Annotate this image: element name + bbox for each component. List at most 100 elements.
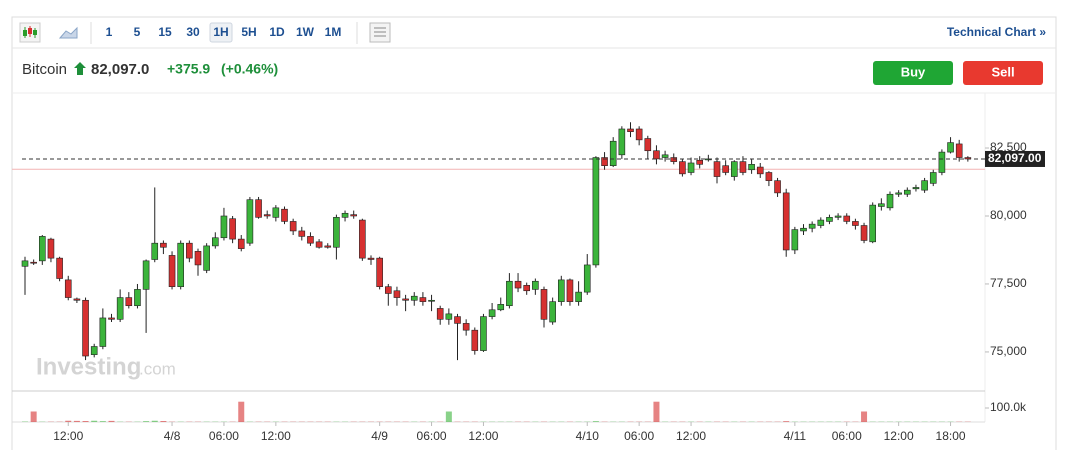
volume-tick-label: 100.0k	[990, 400, 1027, 414]
candle-body	[273, 208, 279, 218]
timeframe[interactable]: 1D	[269, 25, 285, 39]
candle-body	[169, 255, 175, 286]
candle-body	[541, 289, 547, 319]
volume-bar	[74, 421, 80, 422]
x-tick-label: 12:00	[261, 429, 291, 443]
candle-body	[91, 346, 97, 354]
change: +375.9	[167, 61, 210, 77]
table-icon[interactable]	[370, 23, 390, 42]
candle-icon[interactable]	[20, 23, 40, 42]
candle-body	[212, 238, 218, 246]
candle-body	[57, 258, 63, 278]
volume-bar	[31, 412, 37, 423]
candle-body	[307, 236, 313, 243]
candle-body	[662, 155, 668, 158]
candle-body	[472, 330, 478, 350]
candle-body	[904, 190, 910, 194]
candle-body	[480, 317, 486, 351]
timeframe[interactable]: 1	[106, 25, 113, 39]
timeframe[interactable]: 1W	[296, 25, 315, 39]
last-price-label: 82,097.00	[988, 151, 1042, 165]
candle-body	[455, 317, 461, 324]
candle-body	[282, 209, 288, 221]
sell-label[interactable]: Sell	[991, 64, 1014, 79]
candle-body	[299, 231, 305, 236]
timeframe[interactable]: 15	[158, 25, 172, 39]
candle-body	[256, 200, 262, 218]
candle-body	[134, 289, 140, 305]
x-tick-label: 06:00	[417, 429, 447, 443]
candle-body	[498, 304, 504, 309]
x-tick-label: 4/11	[784, 429, 807, 443]
candle-body	[65, 280, 71, 298]
timeframe[interactable]: 5	[134, 25, 141, 39]
candle-body	[109, 318, 115, 319]
x-tick-label: 12:00	[676, 429, 706, 443]
candle-body	[143, 261, 149, 290]
candle-body	[446, 314, 452, 319]
candle-body	[861, 226, 867, 241]
candle-body	[325, 246, 331, 247]
candle-body	[117, 298, 123, 320]
candle-body	[403, 299, 409, 300]
x-tick-label: 4/9	[371, 429, 388, 443]
volume-bar	[100, 421, 106, 422]
candle-body	[204, 246, 210, 270]
candle-body	[515, 281, 521, 288]
watermark: Investing	[36, 353, 141, 380]
volume-bar	[783, 421, 789, 422]
y-tick-label: 75,000	[990, 344, 1027, 358]
volume-bar	[593, 421, 599, 422]
candle-body	[264, 215, 270, 216]
candle-body	[835, 216, 841, 217]
volume-bar	[91, 421, 97, 422]
candle-body	[809, 224, 815, 228]
timeframe[interactable]: 30	[186, 25, 200, 39]
candle-body	[930, 172, 936, 183]
candle-body	[939, 152, 945, 172]
candle-body	[290, 221, 296, 231]
candle-body	[610, 141, 616, 165]
candle-body	[437, 308, 443, 319]
x-tick-label: 12:00	[884, 429, 914, 443]
candle-body	[870, 205, 876, 242]
x-tick-label: 18:00	[936, 429, 966, 443]
candle-body	[558, 280, 564, 302]
candle-body	[48, 239, 54, 258]
candle-body	[368, 258, 374, 259]
volume-bar	[83, 421, 89, 422]
candle-body	[636, 129, 642, 140]
candle-body	[679, 162, 685, 174]
candle-body	[506, 281, 512, 305]
candle-body	[489, 310, 495, 317]
candle-body	[221, 216, 227, 238]
candle-body	[576, 292, 582, 302]
candle-body	[628, 129, 634, 132]
candle-body	[316, 242, 322, 247]
candle-body	[351, 215, 357, 216]
timeframe[interactable]: 1M	[325, 25, 342, 39]
candle-body	[247, 200, 253, 244]
candle-body	[238, 239, 244, 249]
candle-body	[887, 194, 893, 208]
volume-bar	[238, 402, 244, 422]
candle-body	[230, 219, 236, 239]
candle-body	[956, 144, 962, 158]
candle-body	[195, 251, 201, 265]
x-tick-label: 06:00	[624, 429, 654, 443]
candle-body	[178, 243, 184, 287]
technical-chart-link[interactable]: Technical Chart »	[947, 25, 1046, 39]
candle-body	[342, 213, 348, 217]
candle-body	[550, 302, 556, 322]
y-tick-label: 77,500	[990, 276, 1027, 290]
candle-body	[160, 243, 166, 247]
candle-body	[948, 143, 954, 153]
buy-label[interactable]: Buy	[901, 64, 926, 79]
timeframe[interactable]: 5H	[241, 25, 256, 39]
volume-bar	[65, 421, 71, 422]
volume-bar	[861, 412, 867, 423]
watermark-suffix: .com	[139, 359, 176, 378]
candle-body	[922, 181, 928, 191]
timeframe[interactable]: 1H	[213, 25, 228, 39]
